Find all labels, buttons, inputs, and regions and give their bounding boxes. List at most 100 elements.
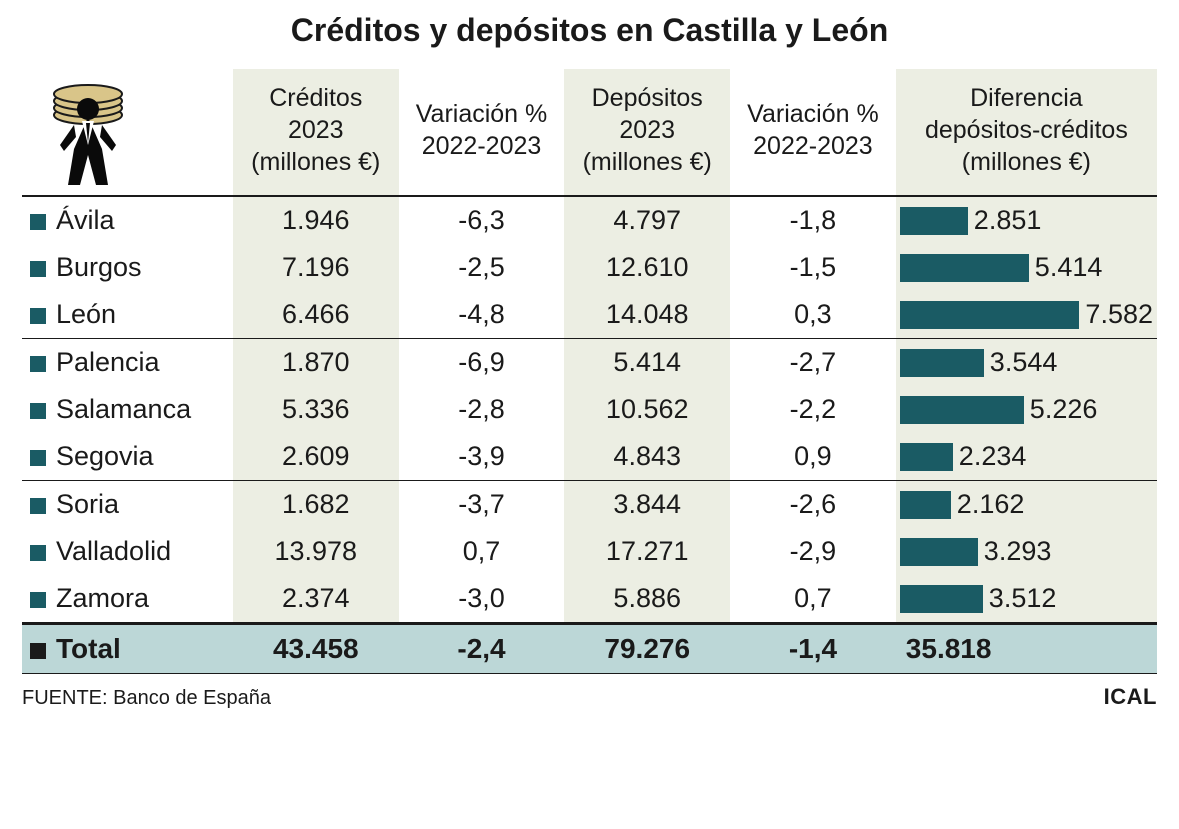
diff-label: 3.544 — [990, 347, 1058, 378]
diff-label: 2.851 — [974, 205, 1042, 236]
province-label: León — [56, 299, 116, 329]
source-text: FUENTE: Banco de España — [22, 687, 271, 710]
col-header-creditos: Créditos2023(millones €) — [233, 69, 399, 196]
diff-bar — [900, 301, 1080, 329]
total-row: Total43.458-2,479.276-1,435.818 — [22, 624, 1157, 674]
total-depositos: 79.276 — [564, 624, 730, 674]
diff-bar — [900, 491, 951, 519]
total-diferencia: 35.818 — [896, 624, 1157, 674]
cell-depositos: 12.610 — [564, 244, 730, 291]
bullet-icon — [30, 450, 46, 466]
province-name: León — [22, 291, 233, 339]
table-row: Valladolid13.9780,717.271-2,93.293 — [22, 528, 1157, 575]
total-var-depositos: -1,4 — [730, 624, 896, 674]
table-row: Ávila 1.946-6,34.797-1,8 2.851 — [22, 196, 1157, 244]
table-row: Salamanca5.336-2,810.562-2,25.226 — [22, 386, 1157, 433]
diff-label: 5.226 — [1030, 394, 1098, 425]
cell-diferencia: 7.582 — [896, 291, 1157, 339]
table-row: Zamora2.374-3,05.8860,73.512 — [22, 575, 1157, 624]
province-label: Burgos — [56, 252, 142, 282]
cell-diferencia: 5.226 — [896, 386, 1157, 433]
province-name: Palencia — [22, 339, 233, 387]
cell-var-depositos: -1,5 — [730, 244, 896, 291]
cell-depositos: 3.844 — [564, 481, 730, 529]
province-label: Valladolid — [56, 536, 171, 566]
table-row: León 6.466-4,814.0480,37.582 — [22, 291, 1157, 339]
cell-var-depositos: 0,9 — [730, 433, 896, 481]
diff-bar — [900, 254, 1029, 282]
diff-label: 2.162 — [957, 489, 1025, 520]
cell-var-depositos: -2,9 — [730, 528, 896, 575]
total-var-creditos: -2,4 — [399, 624, 565, 674]
cell-diferencia: 2.234 — [896, 433, 1157, 481]
cell-creditos: 7.196 — [233, 244, 399, 291]
cell-depositos: 4.797 — [564, 196, 730, 244]
agency-credit: ICAL — [1104, 684, 1157, 710]
diff-bar — [900, 538, 978, 566]
cell-var-creditos: -3,0 — [399, 575, 565, 624]
bullet-icon — [30, 592, 46, 608]
cell-creditos: 5.336 — [233, 386, 399, 433]
province-name: Valladolid — [22, 528, 233, 575]
cell-var-depositos: -2,6 — [730, 481, 896, 529]
province-name: Salamanca — [22, 386, 233, 433]
province-label: Zamora — [56, 583, 149, 613]
page-title: Créditos y depósitos en Castilla y León — [22, 12, 1157, 49]
bullet-icon — [30, 498, 46, 514]
cell-var-depositos: 0,3 — [730, 291, 896, 339]
cell-var-depositos: -1,8 — [730, 196, 896, 244]
province-name: Segovia — [22, 433, 233, 481]
cell-depositos: 14.048 — [564, 291, 730, 339]
diff-label: 3.293 — [984, 536, 1052, 567]
cell-depositos: 10.562 — [564, 386, 730, 433]
cell-var-creditos: -4,8 — [399, 291, 565, 339]
cell-depositos: 5.886 — [564, 575, 730, 624]
cell-creditos: 1.682 — [233, 481, 399, 529]
province-label: Soria — [56, 489, 119, 519]
total-name: Total — [22, 624, 233, 674]
cell-depositos: 4.843 — [564, 433, 730, 481]
cell-diferencia: 3.544 — [896, 339, 1157, 387]
diff-label: 3.512 — [989, 583, 1057, 614]
col-header-diferencia: Diferenciadepósitos-créditos(millones €) — [896, 69, 1157, 196]
col-header-var-depositos: Variación %2022-2023 — [730, 69, 896, 196]
province-label: Segovia — [56, 441, 154, 471]
col-header-var-creditos: Variación %2022-2023 — [399, 69, 565, 196]
cell-diferencia: 3.293 — [896, 528, 1157, 575]
province-name: Soria — [22, 481, 233, 529]
cell-creditos: 2.609 — [233, 433, 399, 481]
cell-creditos: 13.978 — [233, 528, 399, 575]
bullet-icon — [30, 261, 46, 277]
bullet-icon — [30, 308, 46, 324]
province-label: Salamanca — [56, 394, 191, 424]
bullet-icon — [30, 214, 46, 230]
diff-bar — [900, 585, 983, 613]
diff-bar — [900, 207, 968, 235]
cell-diferencia: 5.414 — [896, 244, 1157, 291]
header-row: Créditos2023(millones €) Variación %2022… — [22, 69, 1157, 196]
cell-var-creditos: -6,3 — [399, 196, 565, 244]
cell-depositos: 5.414 — [564, 339, 730, 387]
cell-var-creditos: -2,5 — [399, 244, 565, 291]
cell-var-depositos: 0,7 — [730, 575, 896, 624]
cell-var-depositos: -2,7 — [730, 339, 896, 387]
province-label: Ávila — [56, 205, 115, 235]
diff-bar — [900, 396, 1024, 424]
bullet-icon — [30, 403, 46, 419]
footer: FUENTE: Banco de España ICAL — [22, 684, 1157, 710]
cell-creditos: 1.870 — [233, 339, 399, 387]
cell-var-creditos: 0,7 — [399, 528, 565, 575]
cell-diferencia: 2.162 — [896, 481, 1157, 529]
total-creditos: 43.458 — [233, 624, 399, 674]
province-label: Palencia — [56, 347, 160, 377]
banker-icon — [42, 75, 134, 185]
diff-bar — [900, 349, 984, 377]
cell-creditos: 1.946 — [233, 196, 399, 244]
table-row: Soria1.682-3,73.844-2,62.162 — [22, 481, 1157, 529]
table-row: Palencia1.870-6,95.414-2,73.544 — [22, 339, 1157, 387]
bullet-icon — [30, 356, 46, 372]
col-header-depositos: Depósitos2023(millones €) — [564, 69, 730, 196]
cell-creditos: 6.466 — [233, 291, 399, 339]
bullet-icon — [30, 643, 46, 659]
diff-label: 2.234 — [959, 441, 1027, 472]
